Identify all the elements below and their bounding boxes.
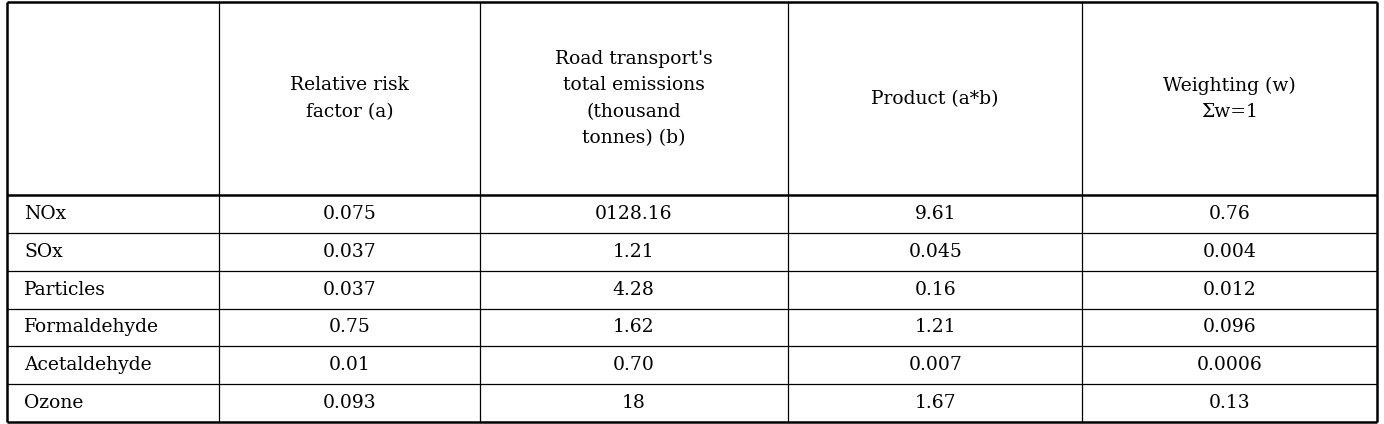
Text: 0.012: 0.012 [1203, 281, 1257, 298]
Text: 1.67: 1.67 [915, 394, 956, 412]
Text: 0.004: 0.004 [1203, 243, 1257, 261]
Text: 0.075: 0.075 [322, 205, 376, 223]
Text: 0.045: 0.045 [908, 243, 962, 261]
Text: 0.01: 0.01 [328, 356, 371, 374]
Text: Road transport's
total emissions
(thousand
tonnes) (b): Road transport's total emissions (thousa… [555, 50, 713, 147]
Text: 0.0006: 0.0006 [1197, 356, 1262, 374]
Text: 0.096: 0.096 [1203, 318, 1257, 336]
Text: 0.093: 0.093 [322, 394, 376, 412]
Text: 0.76: 0.76 [1208, 205, 1251, 223]
Text: 0.16: 0.16 [915, 281, 956, 298]
Text: Acetaldehyde: Acetaldehyde [24, 356, 151, 374]
Text: 0.007: 0.007 [908, 356, 962, 374]
Text: 1.62: 1.62 [613, 318, 655, 336]
Text: Weighting (w)
Σw=1: Weighting (w) Σw=1 [1164, 76, 1297, 121]
Text: SOx: SOx [24, 243, 62, 261]
Text: 1.21: 1.21 [915, 318, 956, 336]
Text: 4.28: 4.28 [613, 281, 655, 298]
Text: Particles: Particles [24, 281, 105, 298]
Text: Relative risk
factor (a): Relative risk factor (a) [291, 76, 408, 121]
Text: Product (a*b): Product (a*b) [872, 89, 999, 108]
Text: 18: 18 [621, 394, 646, 412]
Text: 0.75: 0.75 [328, 318, 371, 336]
Text: 9.61: 9.61 [915, 205, 956, 223]
Text: 0.13: 0.13 [1210, 394, 1251, 412]
Text: Formaldehyde: Formaldehyde [24, 318, 159, 336]
Text: 0.037: 0.037 [322, 281, 376, 298]
Text: 0.037: 0.037 [322, 243, 376, 261]
Text: 0128.16: 0128.16 [595, 205, 673, 223]
Text: NOx: NOx [24, 205, 66, 223]
Text: 0.70: 0.70 [613, 356, 655, 374]
Text: 1.21: 1.21 [613, 243, 655, 261]
Text: Ozone: Ozone [24, 394, 83, 412]
